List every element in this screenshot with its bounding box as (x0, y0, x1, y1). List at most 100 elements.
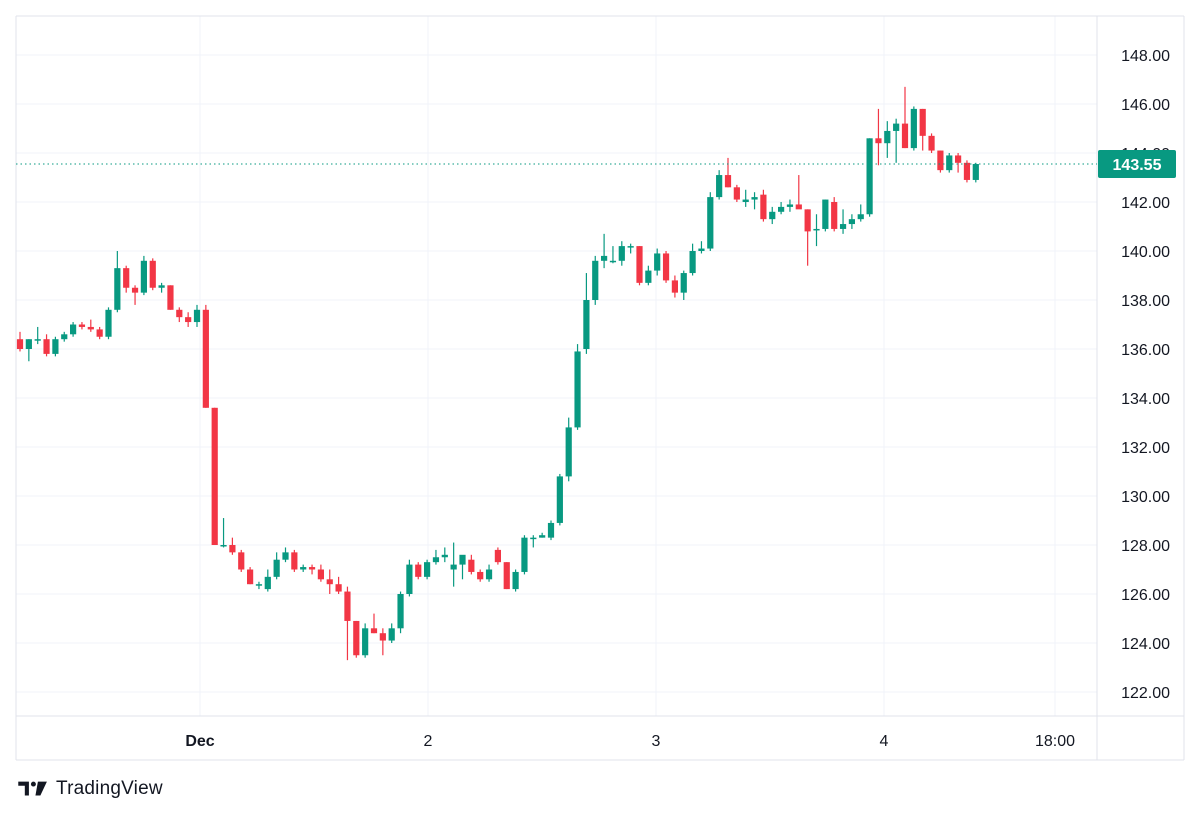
tradingview-branding[interactable]: TradingView (18, 778, 163, 800)
candle[interactable] (786, 199, 794, 212)
candle[interactable] (238, 549, 245, 572)
time-axis[interactable]: Dec 2 3 4 18:00 (185, 733, 1075, 750)
candle[interactable] (87, 319, 94, 332)
candle[interactable] (609, 246, 617, 264)
candle[interactable] (25, 339, 32, 362)
candle[interactable] (78, 322, 86, 330)
candle[interactable] (149, 258, 156, 291)
candle[interactable] (202, 304, 209, 408)
candle[interactable] (839, 209, 847, 234)
candle[interactable] (193, 304, 201, 327)
candle[interactable] (326, 569, 333, 595)
candle[interactable] (273, 552, 280, 580)
candle[interactable] (866, 138, 873, 217)
candle[interactable] (512, 569, 519, 592)
candle[interactable] (415, 562, 422, 580)
candle[interactable] (344, 586, 351, 661)
candle[interactable] (831, 197, 838, 232)
candle[interactable] (795, 175, 802, 210)
candle[interactable] (441, 547, 448, 563)
candle[interactable] (530, 535, 537, 548)
candle[interactable] (848, 214, 855, 229)
candle[interactable] (857, 204, 864, 222)
candle[interactable] (822, 199, 829, 232)
candlestick-chart[interactable]: 148.00146.00144.00142.00140.00138.00136.… (0, 0, 1200, 780)
candle[interactable] (424, 559, 431, 580)
candle[interactable] (724, 157, 732, 188)
candle[interactable] (919, 108, 926, 151)
candle[interactable] (34, 326, 41, 345)
candle[interactable] (733, 184, 740, 202)
candle[interactable] (565, 417, 572, 482)
candle[interactable] (893, 118, 900, 163)
candle[interactable] (946, 153, 953, 173)
candle[interactable] (769, 206, 776, 225)
candle[interactable] (185, 312, 192, 327)
candle[interactable] (291, 549, 298, 572)
candle[interactable] (662, 251, 670, 283)
candle[interactable] (105, 307, 112, 340)
candle[interactable] (176, 307, 183, 323)
candle[interactable] (804, 209, 811, 266)
candle[interactable] (583, 273, 590, 354)
candle[interactable] (910, 106, 917, 151)
candle[interactable] (308, 564, 316, 575)
candle[interactable] (778, 202, 785, 215)
candle[interactable] (698, 241, 705, 254)
candle[interactable] (503, 562, 510, 590)
candle[interactable] (229, 537, 236, 555)
candle[interactable] (167, 285, 174, 310)
candle[interactable] (875, 108, 882, 166)
candle[interactable] (627, 243, 634, 254)
candle[interactable] (370, 613, 378, 634)
candle[interactable] (574, 344, 581, 430)
candle[interactable] (220, 518, 227, 548)
candle[interactable] (592, 255, 599, 305)
candle[interactable] (468, 554, 475, 575)
candle[interactable] (901, 86, 909, 149)
candle[interactable] (494, 547, 501, 565)
candle[interactable] (601, 233, 608, 269)
candle[interactable] (255, 581, 263, 590)
candle[interactable] (247, 567, 254, 585)
candle[interactable] (742, 189, 749, 207)
candle[interactable] (671, 275, 678, 298)
candle[interactable] (397, 591, 404, 634)
candle[interactable] (123, 265, 130, 293)
candle[interactable] (432, 549, 440, 565)
candle[interactable] (70, 322, 77, 337)
candle[interactable] (485, 564, 493, 582)
candle[interactable] (937, 150, 944, 173)
candle[interactable] (114, 251, 121, 313)
candle[interactable] (459, 554, 466, 580)
candle[interactable] (388, 623, 395, 643)
candle[interactable] (379, 628, 386, 656)
candle[interactable] (335, 576, 342, 594)
candle[interactable] (928, 133, 935, 153)
candle[interactable] (716, 170, 723, 200)
candle[interactable] (16, 331, 24, 352)
candle[interactable] (131, 285, 139, 305)
candle[interactable] (353, 620, 360, 658)
candle[interactable] (680, 270, 687, 300)
candle[interactable] (140, 255, 147, 296)
candle[interactable] (477, 569, 484, 582)
candle[interactable] (884, 121, 891, 158)
candle[interactable] (556, 473, 563, 526)
candle[interactable] (282, 547, 289, 563)
candle[interactable] (96, 326, 103, 340)
candle[interactable] (521, 535, 528, 575)
candle[interactable] (645, 265, 652, 286)
candle[interactable] (362, 623, 369, 658)
candles[interactable] (16, 86, 979, 661)
candle[interactable] (317, 564, 324, 582)
chart-frame[interactable]: 148.00146.00144.00142.00140.00138.00136.… (0, 0, 1200, 780)
candle[interactable] (636, 246, 643, 286)
candle[interactable] (760, 189, 767, 222)
candle[interactable] (689, 243, 696, 276)
candle[interactable] (618, 241, 625, 266)
candle[interactable] (707, 192, 714, 251)
candle[interactable] (158, 282, 165, 293)
candle[interactable] (751, 192, 758, 210)
candle[interactable] (813, 214, 820, 247)
